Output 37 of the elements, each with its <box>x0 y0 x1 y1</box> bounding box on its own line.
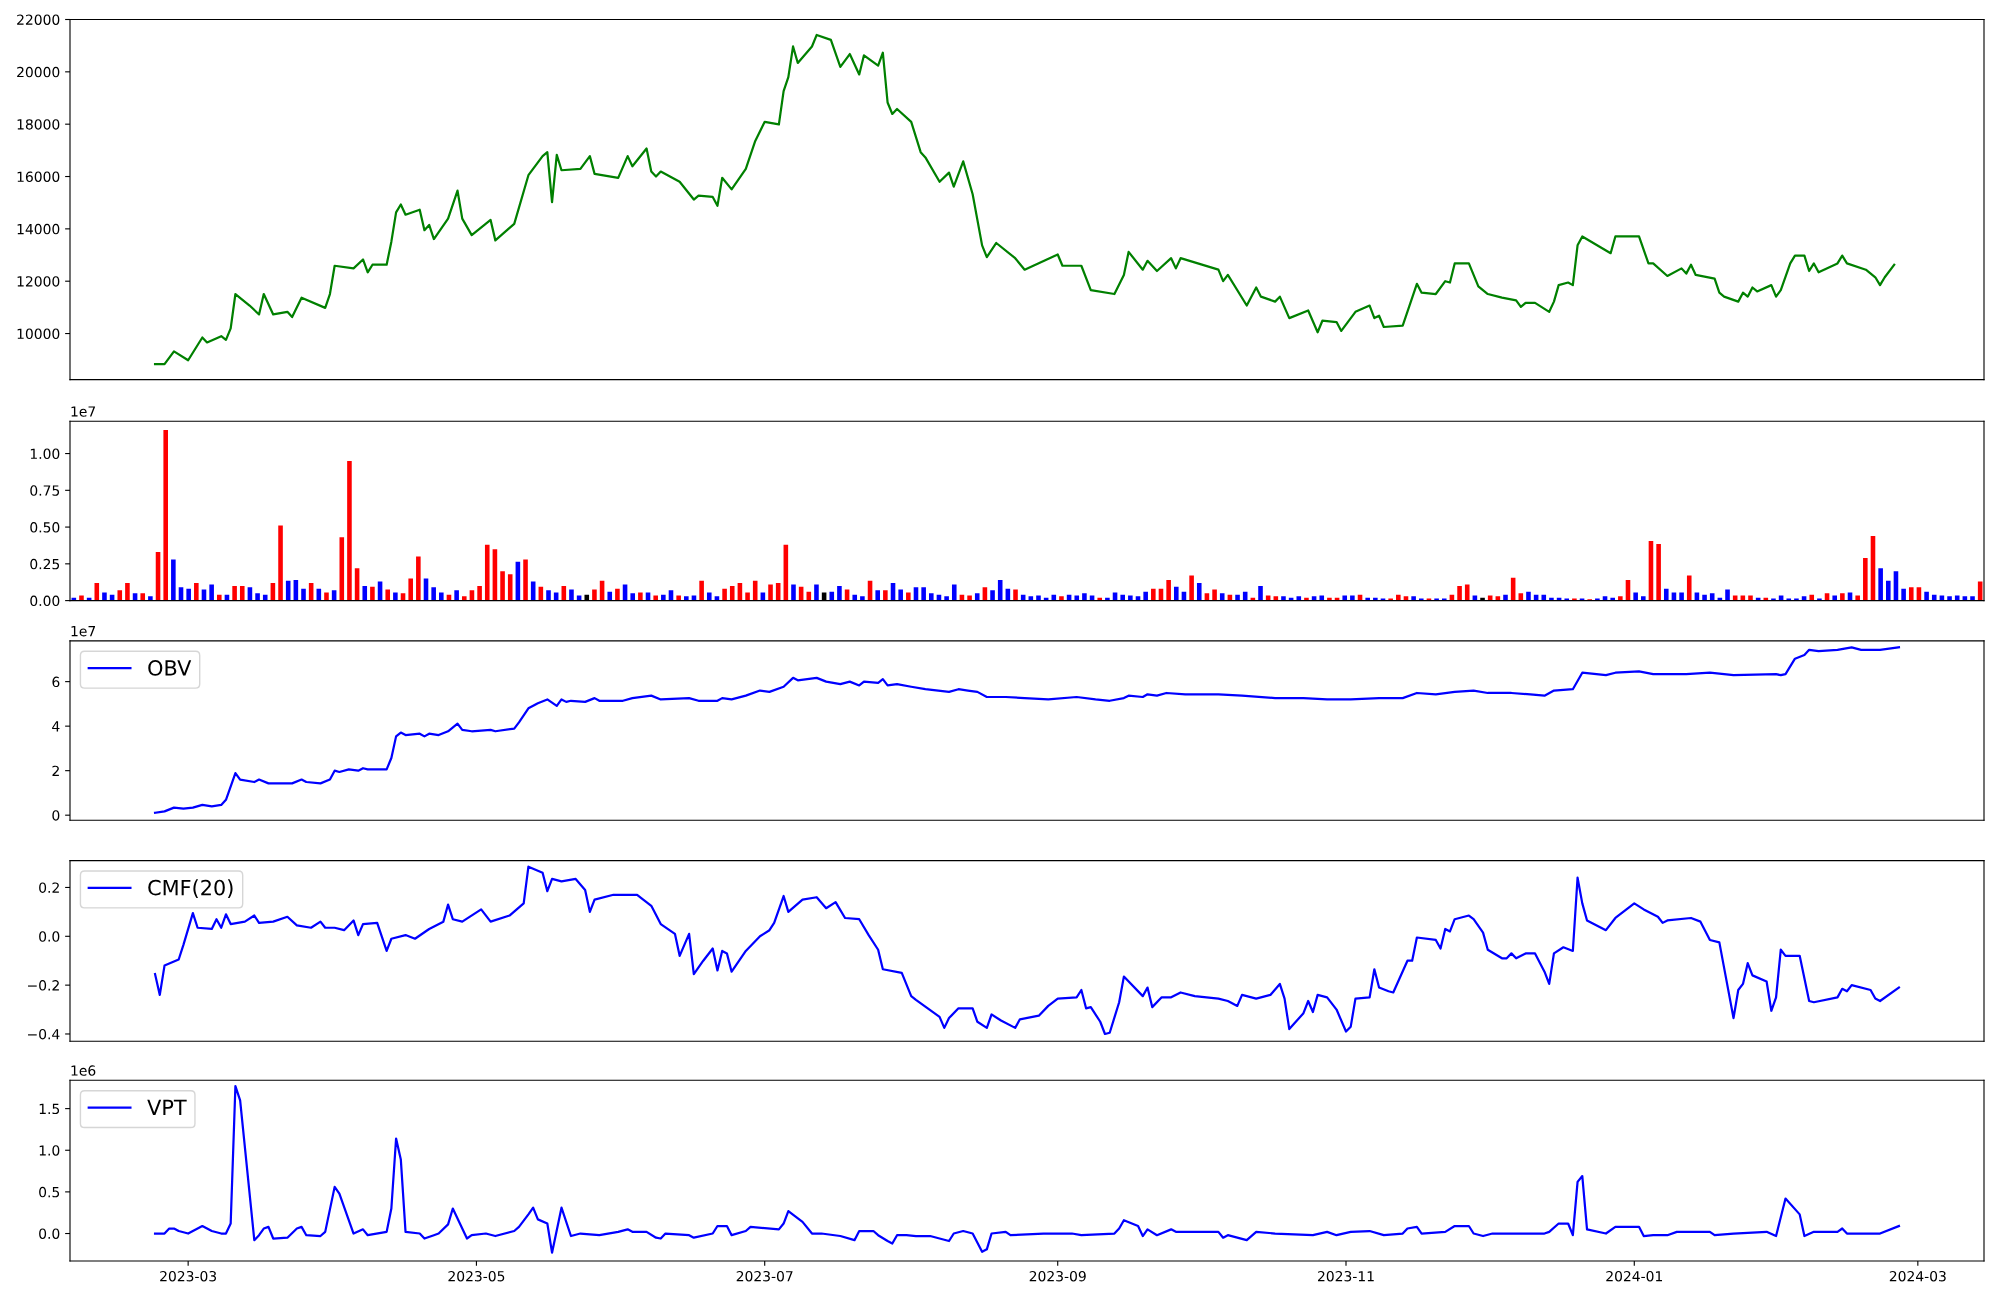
y-tick-label: 0.5 <box>39 1186 60 1198</box>
y-tick-label: 0.75 <box>30 485 60 496</box>
y-tick-label: 6 <box>52 676 60 688</box>
y-tick-label: 1.00 <box>30 448 60 460</box>
x-tick-label: 2024-03 <box>1889 1270 1946 1282</box>
text: 1e7 <box>71 626 96 637</box>
x-tick-label: 2023-09 <box>1029 1270 1086 1282</box>
text: 1e7 <box>71 406 96 417</box>
y-tick-label: 14000 <box>17 223 60 235</box>
y-tick-label: 16000 <box>17 171 60 182</box>
y-tick-label: 2 <box>52 765 59 776</box>
y-tick-label: −0.2 <box>28 980 59 991</box>
y-tick-label: 0.0 <box>39 931 60 942</box>
legend-label: OBV <box>148 660 192 676</box>
x-tick-label: 2023-11 <box>1318 1270 1374 1282</box>
x-tick-label: 2023-03 <box>160 1270 217 1282</box>
y-tick-label: 0.2 <box>39 882 59 893</box>
text: 1e6 <box>71 1065 96 1076</box>
y-tick-label: 10000 <box>17 328 60 340</box>
y-tick-label: 0.25 <box>30 558 60 570</box>
x-tick-label: 2023-05 <box>448 1270 505 1282</box>
y-tick-label: 0.50 <box>30 522 60 533</box>
y-tick-label: 18000 <box>17 119 60 130</box>
y-tick-label: 0 <box>52 810 60 821</box>
x-tick-label: 2024-01 <box>1606 1270 1663 1282</box>
y-tick-label: −0.4 <box>28 1028 60 1040</box>
y-tick-label: 0.00 <box>30 595 60 607</box>
y-tick-label: 1.0 <box>39 1145 60 1156</box>
y-tick-label: 12000 <box>17 276 60 287</box>
y-tick-label: 0.0 <box>39 1228 60 1239</box>
x-tick-label: 2023-07 <box>736 1270 793 1282</box>
legend-label: CMF(20) <box>148 879 233 898</box>
y-tick-label: 20000 <box>17 66 60 78</box>
y-tick-label: 4 <box>52 721 60 732</box>
y-tick-label: 1.5 <box>39 1103 60 1115</box>
legend-label: VPT <box>147 1099 187 1115</box>
y-tick-label: 22000 <box>17 14 60 25</box>
